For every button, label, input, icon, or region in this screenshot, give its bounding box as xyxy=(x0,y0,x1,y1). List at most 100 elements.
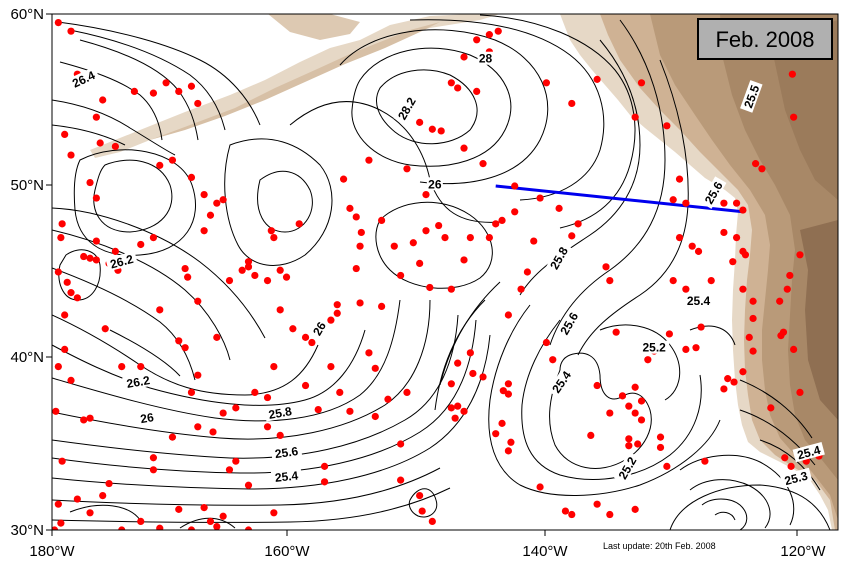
contour-label-bg xyxy=(545,241,572,275)
float-marker xyxy=(61,345,69,353)
float-marker xyxy=(301,333,310,341)
float-marker xyxy=(219,512,227,520)
float-marker xyxy=(244,258,253,266)
float-marker xyxy=(346,407,354,415)
float-marker xyxy=(447,285,455,293)
float-marker xyxy=(479,373,487,381)
float-marker xyxy=(675,234,684,242)
float-marker xyxy=(181,264,189,273)
float-marker xyxy=(86,178,94,187)
contour-label-bg xyxy=(700,176,727,209)
float-marker xyxy=(656,443,665,452)
contour-label: 26.2 xyxy=(125,373,151,391)
float-marker xyxy=(498,419,506,427)
float-marker xyxy=(796,388,804,396)
last-update-note: Last update: 20th Feb. 2008 xyxy=(603,541,716,551)
float-marker xyxy=(327,316,335,324)
float-marker xyxy=(625,402,633,410)
float-marker xyxy=(625,442,633,450)
contour-label-bg xyxy=(613,451,641,485)
float-marker xyxy=(52,526,59,530)
float-marker xyxy=(352,213,360,221)
float-marker xyxy=(118,526,126,530)
float-marker xyxy=(213,199,221,207)
float-marker xyxy=(707,277,715,285)
float-marker xyxy=(479,160,487,168)
float-marker xyxy=(251,271,259,280)
float-marker xyxy=(130,87,139,95)
date-box: Feb. 2008 xyxy=(697,18,833,60)
float-marker xyxy=(244,526,253,530)
float-marker xyxy=(555,204,563,212)
float-marker xyxy=(73,495,81,503)
float-marker xyxy=(697,323,705,331)
float-marker xyxy=(175,337,183,345)
float-marker xyxy=(320,462,329,470)
contour-label-bg xyxy=(555,307,582,340)
float-marker xyxy=(149,466,158,474)
contour-label-bg xyxy=(792,441,825,463)
float-marker xyxy=(225,466,234,474)
y-tick-60n: 60°N xyxy=(10,6,44,23)
float-marker xyxy=(58,457,66,465)
float-marker xyxy=(333,309,341,317)
density-contours xyxy=(52,14,831,530)
float-marker xyxy=(416,259,424,267)
contour-label-bg xyxy=(547,365,576,398)
float-marker xyxy=(561,507,570,515)
contour-label: 26 xyxy=(139,410,155,426)
float-marker xyxy=(86,414,94,422)
contour-label-bg xyxy=(779,467,813,489)
float-marker xyxy=(314,406,322,414)
float-marker xyxy=(92,256,100,264)
float-marker xyxy=(213,522,221,530)
float-marker xyxy=(58,220,66,228)
float-marker xyxy=(606,510,614,519)
float-marker xyxy=(232,404,240,412)
float-marker xyxy=(137,240,145,249)
float-marker xyxy=(371,364,379,372)
contour-label: 25.4 xyxy=(274,468,299,484)
float-marker xyxy=(669,196,677,204)
float-marker xyxy=(365,156,373,164)
float-marker xyxy=(637,416,646,424)
x-tick-180w: 180°W xyxy=(29,543,75,560)
float-marker xyxy=(504,380,512,388)
float-marker xyxy=(282,273,291,281)
float-marker xyxy=(200,227,208,235)
contour-label-bg xyxy=(270,443,303,461)
float-marker xyxy=(454,402,462,410)
float-marker xyxy=(692,344,700,352)
float-marker xyxy=(137,363,145,371)
float-marker xyxy=(494,27,502,35)
contour-label-bg xyxy=(105,251,138,272)
float-marker xyxy=(267,227,275,235)
float-marker xyxy=(149,89,158,97)
float-marker xyxy=(447,79,455,87)
float-marker xyxy=(418,507,426,515)
float-marker xyxy=(384,395,392,403)
section-line xyxy=(495,184,744,214)
float-marker xyxy=(357,228,365,237)
float-marker xyxy=(289,325,297,333)
float-marker xyxy=(530,237,538,245)
float-marker xyxy=(631,383,639,391)
float-marker xyxy=(631,113,639,121)
contour-label: 25.4 xyxy=(796,443,822,463)
float-marker xyxy=(276,431,284,439)
float-marker xyxy=(162,79,170,87)
float-marker xyxy=(499,387,507,395)
float-marker xyxy=(724,375,732,383)
float-marker xyxy=(378,302,386,310)
float-marker xyxy=(397,476,405,484)
contour-label: 28 xyxy=(479,52,493,66)
float-marker xyxy=(549,356,557,364)
contour-label: 26 xyxy=(310,319,329,338)
float-marker xyxy=(187,82,196,90)
float-marker xyxy=(682,199,690,207)
float-marker xyxy=(435,221,443,230)
map-frame xyxy=(51,13,839,531)
float-marker xyxy=(663,122,671,130)
float-marker xyxy=(767,404,775,412)
float-marker xyxy=(209,428,217,436)
